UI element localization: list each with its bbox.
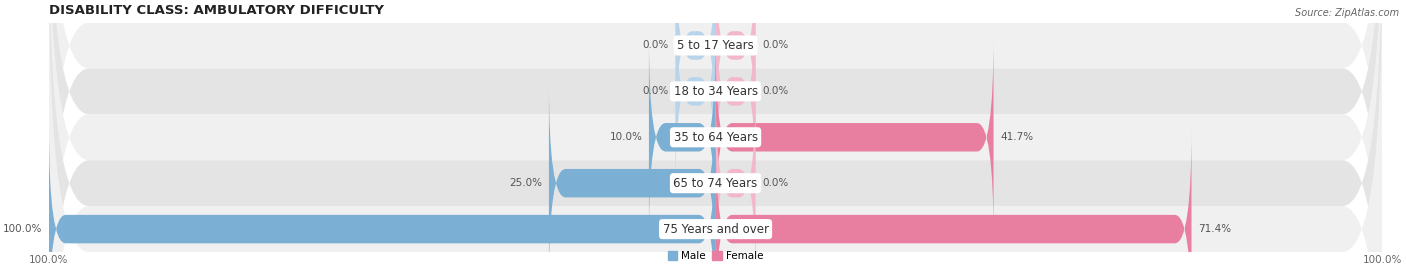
- Text: 0.0%: 0.0%: [643, 40, 669, 51]
- FancyBboxPatch shape: [548, 83, 716, 269]
- Text: 10.0%: 10.0%: [609, 132, 643, 142]
- Text: 0.0%: 0.0%: [762, 40, 789, 51]
- Text: 0.0%: 0.0%: [643, 86, 669, 96]
- FancyBboxPatch shape: [650, 37, 716, 238]
- Text: 0.0%: 0.0%: [762, 178, 789, 188]
- FancyBboxPatch shape: [49, 0, 1382, 269]
- FancyBboxPatch shape: [49, 0, 1382, 269]
- FancyBboxPatch shape: [675, 0, 716, 146]
- Text: 75 Years and over: 75 Years and over: [662, 223, 769, 236]
- FancyBboxPatch shape: [716, 129, 1191, 269]
- Legend: Male, Female: Male, Female: [664, 247, 768, 265]
- Text: 65 to 74 Years: 65 to 74 Years: [673, 177, 758, 190]
- Text: 41.7%: 41.7%: [1000, 132, 1033, 142]
- FancyBboxPatch shape: [716, 37, 994, 238]
- Text: 5 to 17 Years: 5 to 17 Years: [678, 39, 754, 52]
- FancyBboxPatch shape: [49, 0, 1382, 269]
- FancyBboxPatch shape: [716, 0, 755, 146]
- FancyBboxPatch shape: [716, 83, 755, 269]
- FancyBboxPatch shape: [675, 0, 716, 192]
- Text: 25.0%: 25.0%: [509, 178, 543, 188]
- FancyBboxPatch shape: [716, 0, 755, 192]
- Text: Source: ZipAtlas.com: Source: ZipAtlas.com: [1295, 8, 1399, 18]
- Text: 100.0%: 100.0%: [3, 224, 42, 234]
- FancyBboxPatch shape: [49, 0, 1382, 269]
- FancyBboxPatch shape: [49, 0, 1382, 269]
- Text: 18 to 34 Years: 18 to 34 Years: [673, 85, 758, 98]
- Text: 71.4%: 71.4%: [1198, 224, 1232, 234]
- Text: 0.0%: 0.0%: [762, 86, 789, 96]
- FancyBboxPatch shape: [49, 129, 716, 269]
- Text: 35 to 64 Years: 35 to 64 Years: [673, 131, 758, 144]
- Text: DISABILITY CLASS: AMBULATORY DIFFICULTY: DISABILITY CLASS: AMBULATORY DIFFICULTY: [49, 4, 384, 17]
